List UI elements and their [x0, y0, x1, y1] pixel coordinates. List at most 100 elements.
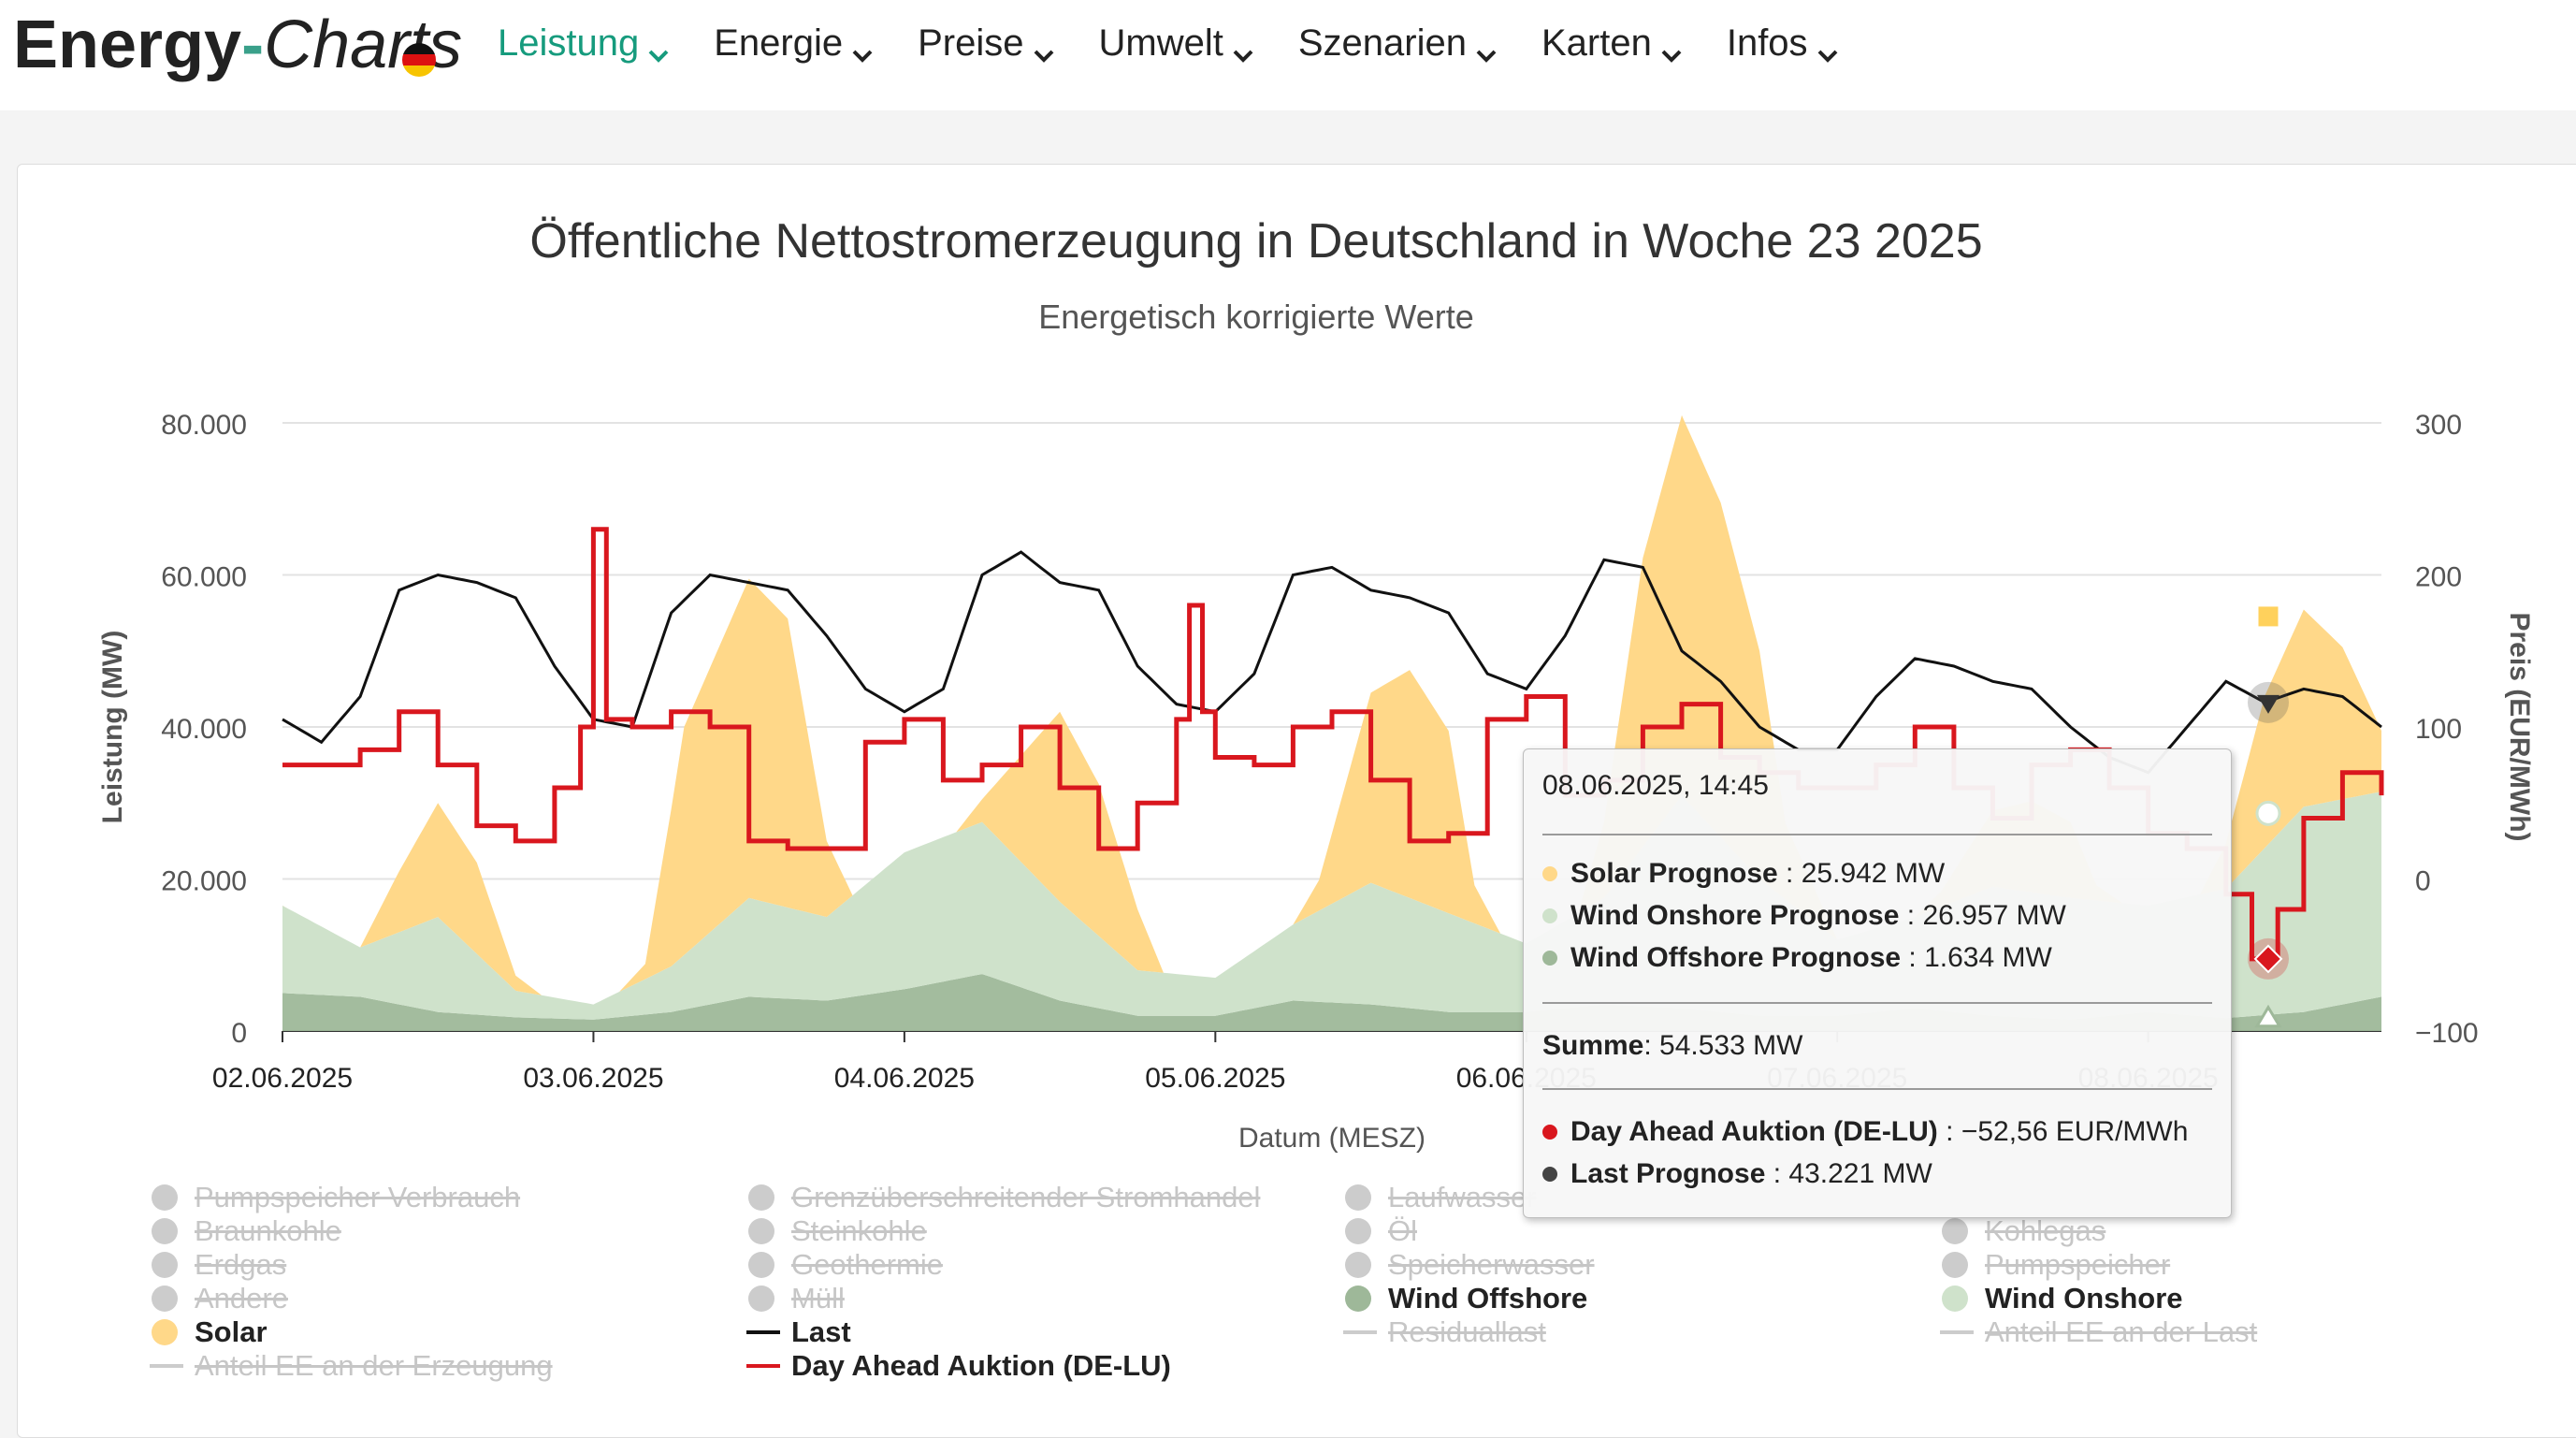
energy-charts-logo[interactable]: Energy-Charts	[13, 7, 462, 82]
legend-item-grenzüberschreitender-stromhandel[interactable]: Grenzüberschreitender Stromhandel	[746, 1181, 1260, 1214]
tooltip-series-name: Wind Offshore Prognose	[1570, 942, 1902, 973]
legend-item-steinkohle[interactable]: Steinkohle	[746, 1214, 927, 1248]
legend-label: Andere	[195, 1282, 288, 1315]
legend-dot-marker	[152, 1319, 178, 1345]
legend-item-solar[interactable]: Solar	[150, 1315, 268, 1349]
tooltip-divider	[1542, 1002, 2212, 1004]
x-axis-title: Datum (MESZ)	[1238, 1123, 1425, 1154]
nav-item-energie[interactable]: Energie	[714, 15, 876, 71]
y-tick-label: 0	[231, 1018, 247, 1049]
tooltip-series-value: 1.634 MW	[1924, 942, 2052, 973]
nav-item-karten[interactable]: Karten	[1541, 15, 1686, 71]
legend-line-marker	[1343, 1330, 1377, 1334]
tooltip-series-value: −52,56 EUR/MWh	[1961, 1116, 2189, 1147]
legend-item-wind-offshore[interactable]: Wind Offshore	[1343, 1282, 1587, 1315]
legend-label: Laufwasser	[1388, 1181, 1537, 1213]
series-area-solar	[282, 414, 2381, 1005]
y-tick-label: 40.000	[161, 714, 247, 745]
logo-text-dash: -	[241, 7, 265, 82]
tooltip-colon: :	[1901, 942, 1925, 973]
legend-dot-marker	[1345, 1285, 1371, 1312]
legend-item-pumpspeicher-verbrauch[interactable]: Pumpspeicher Verbrauch	[150, 1181, 520, 1214]
y2-axis-title: Preis (EUR/MWh)	[2504, 612, 2535, 841]
legend-item-speicherwasser[interactable]: Speicherwasser	[1343, 1248, 1595, 1282]
legend-item-öl[interactable]: Öl	[1343, 1214, 1417, 1248]
tooltip-sum-value: 54.533 MW	[1659, 1030, 1803, 1061]
chevron-down-icon	[644, 29, 673, 63]
legend-label: Grenzüberschreitender Stromhandel	[791, 1181, 1261, 1213]
tooltip-colon: :	[1777, 858, 1802, 889]
tooltip-row: Last Prognose : 43.221 MW	[1542, 1158, 1932, 1190]
legend-label: Anteil EE an der Erzeugung	[195, 1349, 553, 1382]
y2-tick-label: 300	[2415, 410, 2462, 441]
legend-item-anteil-ee-an-der-erzeugung[interactable]: Anteil EE an der Erzeugung	[150, 1349, 553, 1383]
series-line-last	[282, 550, 2382, 775]
x-tick-label: 05.06.2025	[1145, 1063, 1285, 1094]
x-tick-label: 03.06.2025	[523, 1063, 663, 1094]
legend-item-last[interactable]: Last	[746, 1315, 851, 1349]
legend-item-kohlegas[interactable]: Kohlegas	[1940, 1214, 2106, 1248]
legend-item-day-ahead-auktion-de-lu-[interactable]: Day Ahead Auktion (DE-LU)	[746, 1349, 1171, 1383]
nav-item-umwelt[interactable]: Umwelt	[1099, 15, 1257, 71]
legend-item-müll[interactable]: Müll	[746, 1282, 845, 1315]
legend-label: Speicherwasser	[1388, 1248, 1595, 1281]
tooltip-colon: :	[1899, 900, 1923, 931]
nav-item-label: Karten	[1541, 22, 1652, 64]
legend-line-marker	[746, 1330, 780, 1334]
legend-dot-marker	[1942, 1285, 1968, 1312]
tooltip-series-name: Solar Prognose	[1570, 858, 1778, 889]
nav-item-preise[interactable]: Preise	[918, 15, 1057, 71]
legend-dot-marker	[152, 1252, 178, 1278]
legend-dot-marker	[152, 1184, 178, 1211]
tooltip-row: Solar Prognose : 25.942 MW	[1542, 858, 1945, 890]
tooltip-colon: :	[1765, 1158, 1789, 1189]
y2-tick-label: 0	[2415, 866, 2431, 897]
germany-flag-icon	[402, 43, 436, 77]
legend-item-anteil-ee-an-der-last[interactable]: Anteil EE an der Last	[1940, 1315, 2257, 1349]
chart-subtitle: Energetisch korrigierte Werte	[1038, 298, 1474, 336]
legend-item-laufwasser[interactable]: Laufwasser	[1343, 1181, 1537, 1214]
chevron-down-icon	[1814, 29, 1842, 63]
chevron-down-icon	[848, 29, 876, 63]
legend-item-erdgas[interactable]: Erdgas	[150, 1248, 286, 1282]
legend-label: Wind Offshore	[1388, 1282, 1588, 1315]
y-tick-label: 60.000	[161, 562, 247, 593]
x-tick-label: 02.06.2025	[212, 1063, 353, 1094]
legend-label: Öl	[1388, 1214, 1417, 1247]
legend-item-residuallast[interactable]: Residuallast	[1343, 1315, 1546, 1349]
legend-dot-marker	[748, 1184, 774, 1211]
nav-item-szenarien[interactable]: Szenarien	[1298, 15, 1500, 71]
legend-item-wind-onshore[interactable]: Wind Onshore	[1940, 1282, 2183, 1315]
tooltip-colon: :	[1937, 1116, 1961, 1147]
tooltip-series-value: 26.957 MW	[1922, 900, 2066, 931]
nav-item-infos[interactable]: Infos	[1727, 15, 1842, 71]
y2-tick-label: 200	[2415, 562, 2462, 593]
legend-item-andere[interactable]: Andere	[150, 1282, 288, 1315]
legend-label: Erdgas	[195, 1248, 287, 1281]
hover-marker-solar	[2255, 603, 2281, 630]
legend-item-pumpspeicher[interactable]: Pumpspeicher	[1940, 1248, 2170, 1282]
nav-item-leistung[interactable]: Leistung	[498, 15, 673, 71]
legend-item-braunkohle[interactable]: Braunkohle	[150, 1214, 341, 1248]
tooltip-series-dot	[1542, 866, 1557, 881]
legend-line-marker	[150, 1364, 183, 1368]
legend-line-marker	[1940, 1330, 1974, 1334]
legend-dot-marker	[152, 1218, 178, 1244]
legend-dot-marker	[1345, 1252, 1371, 1278]
legend-dot-marker	[748, 1285, 774, 1312]
legend-dot-marker	[1345, 1218, 1371, 1244]
legend-label: Day Ahead Auktion (DE-LU)	[791, 1349, 1171, 1382]
hover-marker-price	[2253, 944, 2283, 974]
tooltip-series-name: Day Ahead Auktion (DE-LU)	[1570, 1116, 1938, 1147]
legend-dot-marker	[1942, 1218, 1968, 1244]
tooltip-divider	[1542, 834, 2212, 835]
nav-item-label: Infos	[1726, 22, 1808, 64]
chart-legend: Pumpspeicher Verbrauch Grenzüberschreiten…	[150, 1181, 2488, 1409]
tooltip-sum-row: Summe: 54.533 MW	[1542, 1030, 1802, 1062]
y2-tick-label: 100	[2415, 714, 2462, 745]
legend-item-geothermie[interactable]: Geothermie	[746, 1248, 943, 1282]
tooltip-series-value: 25.942 MW	[1801, 858, 1946, 889]
tooltip-series-dot	[1542, 1125, 1557, 1140]
main-nav-menu: Leistung Energie Preise Umwelt Szenarien Kart…	[498, 15, 1883, 71]
y-tick-label: 20.000	[161, 866, 247, 897]
